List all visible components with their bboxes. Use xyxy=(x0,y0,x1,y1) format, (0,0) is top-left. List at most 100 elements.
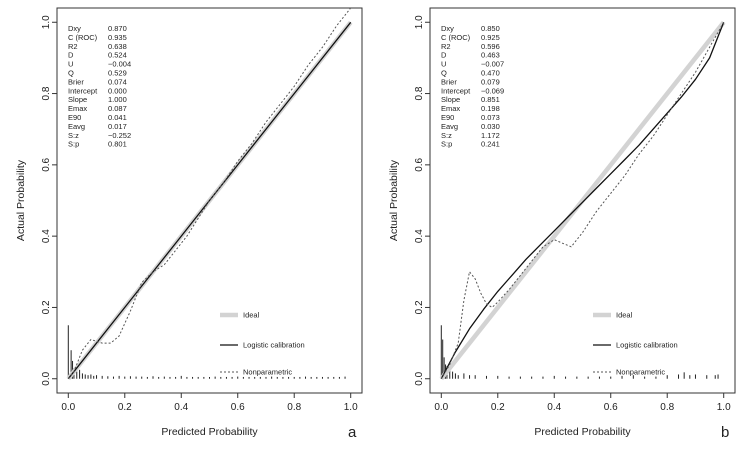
stat-value: −0.004 xyxy=(108,60,131,69)
stat-label: Q xyxy=(441,69,447,78)
stat-value: 0.870 xyxy=(108,24,127,33)
x-tick-label: 0.8 xyxy=(287,402,301,413)
stat-value: −0.252 xyxy=(108,131,131,140)
x-tick-label: 0.4 xyxy=(174,402,188,413)
stat-value: 1.000 xyxy=(108,95,127,104)
stat-value: 0.470 xyxy=(481,69,500,78)
stat-value: 0.638 xyxy=(108,42,127,51)
y-axis-title: Actual Probability xyxy=(388,159,400,241)
x-tick-label: 1.0 xyxy=(717,402,731,413)
stat-value: 0.935 xyxy=(108,33,127,42)
stat-label: D xyxy=(68,51,74,60)
y-tick-label: 0.0 xyxy=(41,371,52,385)
x-axis-title: Predicted Probability xyxy=(161,426,258,438)
stat-label: Eavg xyxy=(68,122,85,131)
x-tick-label: 0.6 xyxy=(231,402,245,413)
y-tick-label: 0.8 xyxy=(414,86,425,100)
stat-label: E90 xyxy=(68,113,81,122)
stat-value: 0.596 xyxy=(481,42,500,51)
stat-value: 0.074 xyxy=(108,77,127,86)
stat-label: Brier xyxy=(441,77,457,86)
stat-value: 0.850 xyxy=(481,24,500,33)
plot-frame xyxy=(429,7,736,394)
stat-label: C (ROC) xyxy=(441,33,471,42)
stat-label: R2 xyxy=(441,42,451,51)
stat-value: 0.851 xyxy=(481,95,500,104)
stat-label: C (ROC) xyxy=(68,33,98,42)
stat-label: S:p xyxy=(441,140,452,149)
x-tick-label: 0.0 xyxy=(61,402,75,413)
x-tick-label: 0.8 xyxy=(660,402,674,413)
y-tick-label: 0.6 xyxy=(414,157,425,171)
x-tick-label: 0.6 xyxy=(604,402,618,413)
stat-value: 0.017 xyxy=(108,122,127,131)
nonparam-line xyxy=(440,22,725,379)
legend-logistic-label: Logistic calibration xyxy=(243,341,305,350)
y-tick-label: 0.4 xyxy=(41,229,52,243)
legend-nonparam-label: Nonparametric xyxy=(616,368,665,377)
stat-label: Q xyxy=(68,69,74,78)
y-tick-label: 0.2 xyxy=(414,300,425,314)
stat-label: D xyxy=(441,51,447,60)
logistic-line xyxy=(67,21,352,380)
legend-ideal-label: Ideal xyxy=(616,311,633,320)
calibration-panel-a: 0.0 0.2 0.4 0.6 0.8 1.0 0.0 0.2 0.4 0.6 0.8 1.0 Pred… xyxy=(15,7,363,441)
stat-value: −0.007 xyxy=(481,60,504,69)
x-tick-label: 0.4 xyxy=(547,402,561,413)
y-tick-label: 0.0 xyxy=(414,371,425,385)
stat-value: 0.529 xyxy=(108,69,127,78)
stat-label: S:z xyxy=(441,131,452,140)
stat-value: −0.069 xyxy=(481,86,504,95)
panel-letter: a xyxy=(348,424,357,441)
stat-label: S:z xyxy=(68,131,79,140)
x-axis-title: Predicted Probability xyxy=(534,426,631,438)
stat-value: 0.030 xyxy=(481,122,500,131)
legend-logistic-label: Logistic calibration xyxy=(616,341,678,350)
legend-nonparam-label: Nonparametric xyxy=(243,368,292,377)
x-tick-label: 1.0 xyxy=(344,402,358,413)
x-tick-label: 0.2 xyxy=(491,402,505,413)
y-tick-label: 0.6 xyxy=(41,157,52,171)
stat-value: 0.241 xyxy=(481,140,500,149)
stat-label: Emax xyxy=(441,104,460,113)
stat-value: 0.198 xyxy=(481,104,500,113)
y-tick-label: 0.2 xyxy=(41,300,52,314)
y-tick-label: 1.0 xyxy=(41,15,52,29)
nonparam-line xyxy=(67,8,352,380)
stat-value: 0.073 xyxy=(481,113,500,122)
stat-label: Eavg xyxy=(441,122,458,131)
stat-label: Intercept xyxy=(68,86,98,95)
x-tick-label: 0.0 xyxy=(434,402,448,413)
ideal-line xyxy=(439,20,726,381)
stat-label: S:p xyxy=(68,140,79,149)
stat-label: Dxy xyxy=(68,24,81,33)
stat-value: 1.172 xyxy=(481,131,500,140)
stat-label: Slope xyxy=(441,95,460,104)
y-axis-title: Actual Probability xyxy=(15,159,27,241)
stat-value: 0.079 xyxy=(481,77,500,86)
stat-label: U xyxy=(68,60,73,69)
stat-value: 0.925 xyxy=(481,33,500,42)
stat-label: Intercept xyxy=(441,86,471,95)
y-tick-label: 0.4 xyxy=(414,229,425,243)
x-tick-label: 0.2 xyxy=(118,402,132,413)
legend-ideal-label: Ideal xyxy=(243,311,260,320)
calibration-panel-b: 0.0 0.2 0.4 0.6 0.8 1.0 0.0 0.2 0.4 0.6 0.8 1.0 Pred… xyxy=(388,7,736,441)
plot-frame xyxy=(56,7,363,394)
stat-label: R2 xyxy=(68,42,78,51)
stat-value: 0.801 xyxy=(108,140,127,149)
stat-value: 0.463 xyxy=(481,51,500,60)
stat-value: 0.000 xyxy=(108,86,127,95)
stat-value: 0.041 xyxy=(108,113,127,122)
stat-label: Dxy xyxy=(441,24,454,33)
stat-label: Emax xyxy=(68,104,87,113)
plot-area xyxy=(439,20,726,381)
stat-label: Slope xyxy=(68,95,87,104)
stat-label: Brier xyxy=(68,77,84,86)
y-tick-label: 1.0 xyxy=(414,15,425,29)
panel-letter: b xyxy=(721,424,729,441)
plot-area xyxy=(66,8,353,381)
stat-label: U xyxy=(441,60,446,69)
stat-value: 0.524 xyxy=(108,51,127,60)
